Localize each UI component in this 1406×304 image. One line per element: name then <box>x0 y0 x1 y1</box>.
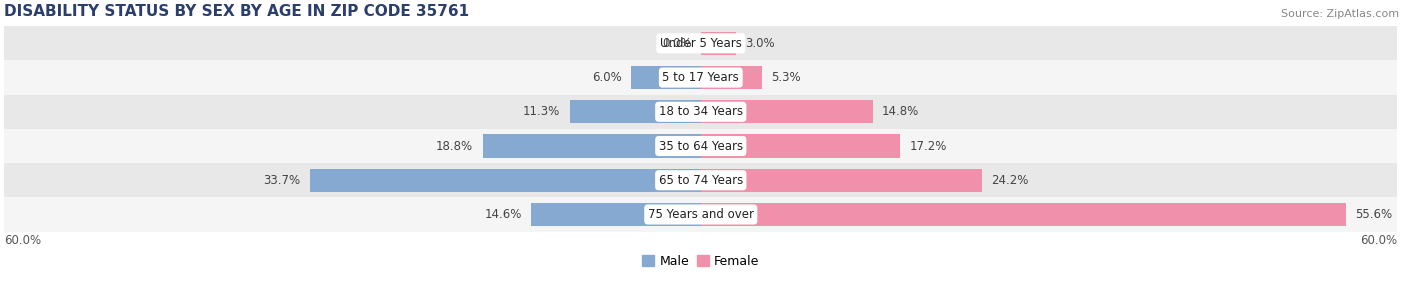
Bar <box>700 134 900 158</box>
Bar <box>4 95 1398 129</box>
Text: 60.0%: 60.0% <box>4 234 41 247</box>
Legend: Male, Female: Male, Female <box>637 250 765 273</box>
Text: 75 Years and over: 75 Years and over <box>648 208 754 221</box>
Bar <box>700 32 735 55</box>
Bar <box>631 66 700 89</box>
Text: 17.2%: 17.2% <box>910 140 948 153</box>
Text: 3.0%: 3.0% <box>745 37 775 50</box>
Text: 55.6%: 55.6% <box>1355 208 1393 221</box>
Bar <box>4 197 1398 232</box>
Text: DISABILITY STATUS BY SEX BY AGE IN ZIP CODE 35761: DISABILITY STATUS BY SEX BY AGE IN ZIP C… <box>4 4 470 19</box>
Bar <box>700 100 873 123</box>
Bar <box>700 203 1347 226</box>
Text: 18.8%: 18.8% <box>436 140 474 153</box>
Text: 18 to 34 Years: 18 to 34 Years <box>659 105 742 118</box>
Text: 14.6%: 14.6% <box>485 208 522 221</box>
Text: 11.3%: 11.3% <box>523 105 561 118</box>
Bar <box>4 26 1398 60</box>
Bar <box>482 134 700 158</box>
Bar <box>700 66 762 89</box>
Text: 35 to 64 Years: 35 to 64 Years <box>659 140 742 153</box>
Text: 6.0%: 6.0% <box>592 71 621 84</box>
Bar <box>4 163 1398 197</box>
Text: 14.8%: 14.8% <box>882 105 920 118</box>
Bar <box>4 60 1398 95</box>
Bar <box>4 129 1398 163</box>
Text: 60.0%: 60.0% <box>1360 234 1398 247</box>
Text: 33.7%: 33.7% <box>263 174 301 187</box>
Bar <box>700 169 981 192</box>
Text: 0.0%: 0.0% <box>662 37 692 50</box>
Bar <box>309 169 700 192</box>
Bar <box>531 203 700 226</box>
Bar <box>569 100 700 123</box>
Text: Under 5 Years: Under 5 Years <box>659 37 742 50</box>
Text: 65 to 74 Years: 65 to 74 Years <box>658 174 742 187</box>
Text: 5.3%: 5.3% <box>772 71 801 84</box>
Text: 5 to 17 Years: 5 to 17 Years <box>662 71 740 84</box>
Text: 24.2%: 24.2% <box>991 174 1028 187</box>
Text: Source: ZipAtlas.com: Source: ZipAtlas.com <box>1281 9 1399 19</box>
